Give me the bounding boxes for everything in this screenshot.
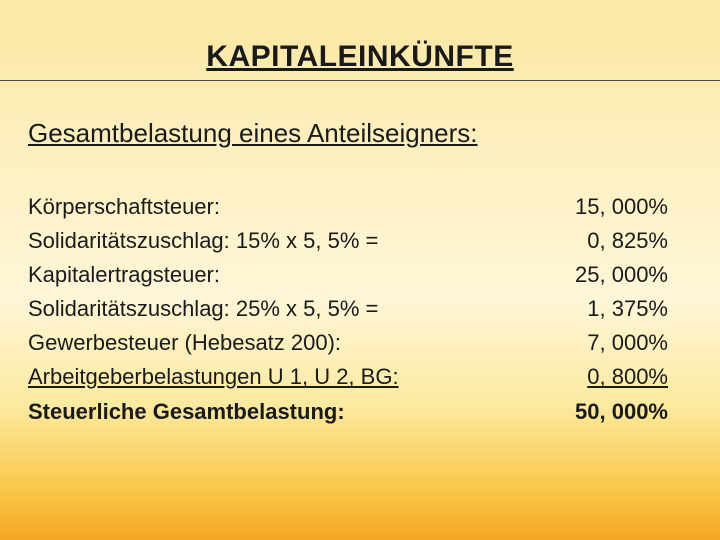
row-label: Solidaritätszuschlag: 15% x 5, 5% = (28, 224, 577, 258)
row-value: 7, 000% (577, 326, 668, 360)
row-value: 15, 000% (565, 190, 668, 224)
slide-title: KAPITALEINKÜNFTE (206, 40, 513, 74)
table-row-total: Steuerliche Gesamtbelastung: 50, 000% (28, 395, 668, 429)
table-row: Arbeitgeberbelastungen U 1, U 2, BG: 0, … (28, 360, 668, 394)
table-row: Solidaritätszuschlag: 25% x 5, 5% = 1, 3… (28, 292, 668, 326)
row-value: 0, 800% (577, 360, 668, 394)
row-label: Arbeitgeberbelastungen U 1, U 2, BG: (28, 360, 577, 394)
row-label: Gewerbesteuer (Hebesatz 200): (28, 326, 577, 360)
row-label: Kapitalertragsteuer: (28, 258, 565, 292)
table-row: Körperschaftsteuer: 15, 000% (28, 190, 668, 224)
table-row: Solidaritätszuschlag: 15% x 5, 5% = 0, 8… (28, 224, 668, 258)
row-label: Steuerliche Gesamtbelastung: (28, 395, 565, 429)
row-value: 25, 000% (565, 258, 668, 292)
title-container: KAPITALEINKÜNFTE (0, 40, 720, 74)
slide-subtitle: Gesamtbelastung eines Anteilseigners: (28, 118, 478, 149)
slide: KAPITALEINKÜNFTE Gesamtbelastung eines A… (0, 0, 720, 540)
table-row: Gewerbesteuer (Hebesatz 200): 7, 000% (28, 326, 668, 360)
tax-breakdown-table: Körperschaftsteuer: 15, 000% Solidarität… (28, 190, 668, 429)
row-value: 50, 000% (565, 395, 668, 429)
row-label: Körperschaftsteuer: (28, 190, 565, 224)
row-label: Solidaritätszuschlag: 25% x 5, 5% = (28, 292, 577, 326)
row-value: 0, 825% (577, 224, 668, 258)
table-row: Kapitalertragsteuer: 25, 000% (28, 258, 668, 292)
row-value: 1, 375% (577, 292, 668, 326)
title-rule (0, 80, 720, 81)
